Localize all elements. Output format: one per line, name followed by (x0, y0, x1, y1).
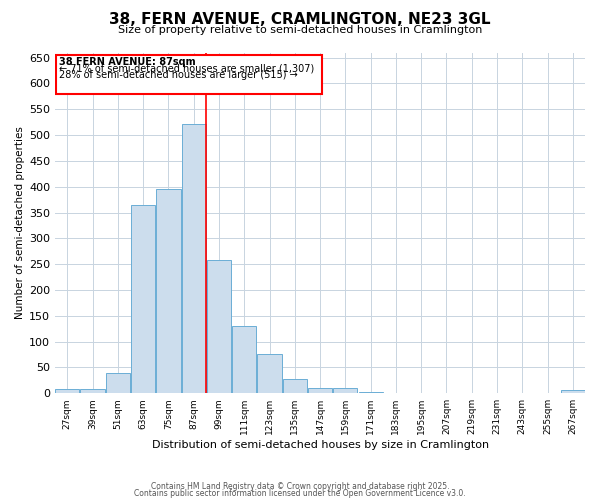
Bar (308, 388, 332, 393)
Bar (182, 124, 206, 393)
Text: Size of property relative to semi-detached houses in Cramlington: Size of property relative to semi-detach… (118, 25, 482, 35)
FancyBboxPatch shape (56, 55, 322, 94)
Bar (384, 392, 408, 393)
Bar (561, 390, 585, 393)
Text: ← 71% of semi-detached houses are smaller (1,307): ← 71% of semi-detached houses are smalle… (59, 64, 314, 74)
Bar (283, 379, 307, 393)
Bar (80, 389, 104, 393)
Bar (106, 372, 130, 393)
Text: Contains HM Land Registry data © Crown copyright and database right 2025.: Contains HM Land Registry data © Crown c… (151, 482, 449, 491)
Bar (333, 388, 358, 393)
Bar (55, 389, 79, 393)
Bar (207, 260, 231, 393)
Bar (232, 326, 256, 393)
Bar (156, 190, 181, 393)
Bar (359, 392, 383, 393)
Text: 38 FERN AVENUE: 87sqm: 38 FERN AVENUE: 87sqm (59, 57, 196, 67)
Bar (257, 354, 281, 393)
Bar (131, 205, 155, 393)
Text: Contains public sector information licensed under the Open Government Licence v3: Contains public sector information licen… (134, 490, 466, 498)
Text: 38, FERN AVENUE, CRAMLINGTON, NE23 3GL: 38, FERN AVENUE, CRAMLINGTON, NE23 3GL (109, 12, 491, 28)
Text: 28% of semi-detached houses are larger (515) →: 28% of semi-detached houses are larger (… (59, 70, 298, 80)
Y-axis label: Number of semi-detached properties: Number of semi-detached properties (15, 126, 25, 320)
X-axis label: Distribution of semi-detached houses by size in Cramlington: Distribution of semi-detached houses by … (152, 440, 488, 450)
